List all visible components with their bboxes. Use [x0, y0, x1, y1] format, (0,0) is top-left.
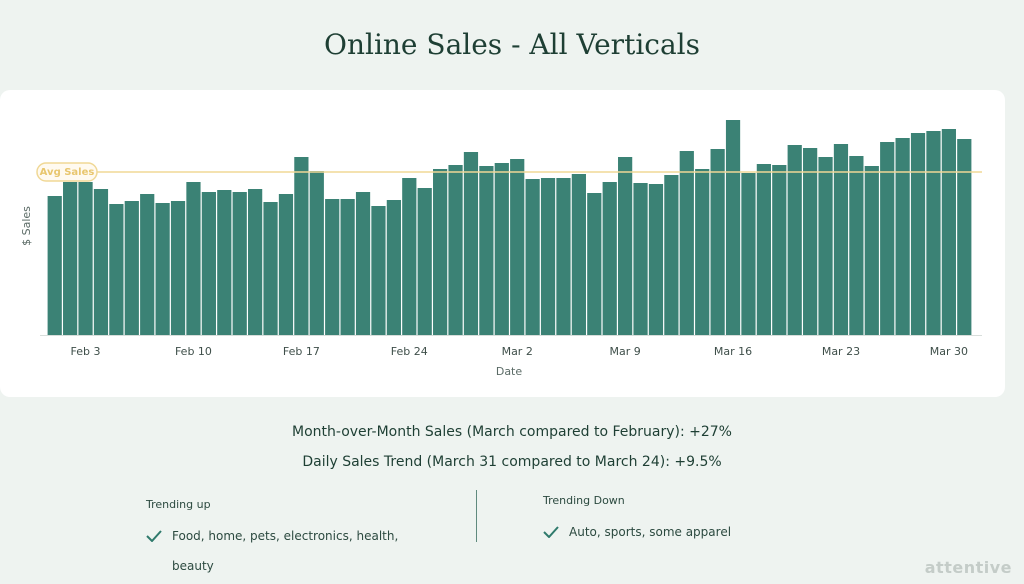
brand-logo: attentive: [924, 558, 1012, 577]
trend-item: Food, home, pets, electronics, health, b…: [146, 521, 412, 581]
bar: [355, 192, 371, 335]
bar: [294, 157, 309, 335]
bar: [710, 149, 725, 335]
bar: [695, 169, 710, 335]
bar: [494, 163, 509, 335]
bar: [618, 157, 633, 335]
bar: [957, 139, 972, 335]
bar: [772, 165, 787, 335]
trend-item: Auto, sports, some apparel: [543, 517, 809, 547]
bar: [510, 159, 525, 335]
bar: [479, 166, 494, 335]
bar: [448, 165, 463, 335]
bar: [340, 199, 355, 335]
trend-text: Auto, sports, some apparel: [569, 525, 732, 539]
x-tick-label: Mar 30: [930, 345, 968, 358]
x-tick-label: Mar 23: [822, 345, 860, 358]
bar: [140, 194, 155, 335]
bar: [602, 182, 617, 335]
bar: [109, 204, 124, 335]
x-tick-label: Mar 9: [610, 345, 641, 358]
bar: [386, 200, 401, 335]
bar: [540, 178, 556, 335]
bar: [525, 179, 540, 335]
bar: [864, 166, 879, 335]
x-tick-label: Feb 10: [175, 345, 212, 358]
bar: [741, 173, 756, 335]
bar: [217, 190, 232, 335]
bar: [756, 164, 771, 335]
bar: [818, 157, 833, 335]
bar: [910, 133, 926, 335]
bar: [571, 174, 586, 335]
divider: [476, 490, 477, 542]
bar: [78, 182, 93, 335]
x-tick-label: Feb 3: [71, 345, 101, 358]
x-axis-label: Date: [496, 365, 523, 378]
trend-down: Trending Down Auto, sports, some apparel: [543, 494, 809, 547]
bar: [633, 183, 648, 335]
bar: [725, 120, 741, 335]
bar: [232, 192, 247, 335]
bar: [309, 171, 324, 335]
avg-label: Avg Sales: [40, 167, 95, 178]
bar: [170, 201, 186, 335]
x-tick-label: Feb 17: [283, 345, 320, 358]
x-tick-label: Mar 16: [714, 345, 752, 358]
bar: [556, 178, 571, 335]
bar: [648, 184, 664, 335]
trend-text: Food, home, pets, electronics, health, b…: [172, 529, 399, 573]
bar: [433, 169, 448, 335]
bar: [402, 178, 417, 335]
bar: [664, 175, 679, 335]
bar: [803, 148, 818, 335]
bar: [124, 201, 139, 335]
bar: [278, 194, 294, 335]
x-tick-label: Mar 2: [502, 345, 533, 358]
x-tick-label: Feb 24: [391, 345, 428, 358]
trend-heading: Trending up: [146, 498, 211, 511]
check-icon: [543, 526, 559, 538]
y-axis-label: $ Sales: [20, 206, 33, 246]
bar: [186, 182, 201, 335]
bar: [201, 192, 216, 335]
avg-badge: [36, 162, 98, 182]
bar: [417, 188, 432, 335]
bar: [941, 129, 956, 335]
check-icon: [146, 530, 162, 542]
bar: [833, 144, 849, 335]
bar: [263, 202, 278, 335]
bar: [463, 152, 479, 335]
bar: [895, 138, 910, 335]
bar: [787, 145, 802, 335]
bar: [679, 151, 694, 335]
trend-heading: Trending Down: [543, 494, 625, 507]
trend-up: Trending up Food, home, pets, electronic…: [146, 498, 412, 581]
bar: [371, 206, 386, 335]
bar: [47, 196, 62, 335]
bar: [63, 182, 78, 335]
bar: [587, 193, 602, 335]
bar: [93, 189, 109, 335]
summary-line: Daily Sales Trend (March 31 compared to …: [302, 454, 722, 470]
bar: [880, 142, 895, 335]
summary-line: Month-over-Month Sales (March compared t…: [292, 424, 732, 440]
bar: [926, 131, 941, 335]
bar: [155, 203, 170, 335]
title: Online Sales - All Verticals: [324, 28, 700, 61]
bar: [849, 156, 864, 335]
bar: [325, 199, 340, 335]
bar: [248, 189, 263, 335]
